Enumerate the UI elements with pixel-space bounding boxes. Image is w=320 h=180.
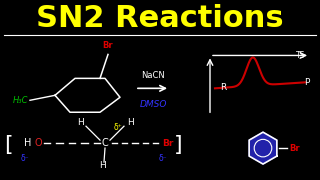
Text: δ⁻: δ⁻	[159, 154, 167, 163]
Text: [: [	[4, 135, 12, 155]
Text: H₃C: H₃C	[12, 96, 28, 105]
Text: P: P	[304, 78, 309, 87]
Text: SN2 Reactions: SN2 Reactions	[36, 4, 284, 33]
Text: H: H	[127, 118, 133, 127]
Text: Br: Br	[103, 41, 113, 50]
Text: Br: Br	[289, 144, 300, 153]
Text: O: O	[34, 138, 42, 148]
Polygon shape	[249, 132, 277, 164]
Text: H: H	[100, 161, 106, 170]
Text: H: H	[76, 118, 84, 127]
Text: δ⁻: δ⁻	[21, 154, 29, 163]
Text: TS: TS	[296, 51, 305, 60]
Text: DMSO: DMSO	[139, 100, 167, 109]
Text: H: H	[24, 138, 32, 148]
Text: ]: ]	[174, 135, 182, 155]
Text: Br: Br	[162, 139, 173, 148]
Text: C: C	[102, 138, 108, 148]
Text: NaCN: NaCN	[141, 71, 165, 80]
Text: R: R	[220, 83, 226, 92]
Text: δ⁺: δ⁺	[114, 123, 122, 132]
